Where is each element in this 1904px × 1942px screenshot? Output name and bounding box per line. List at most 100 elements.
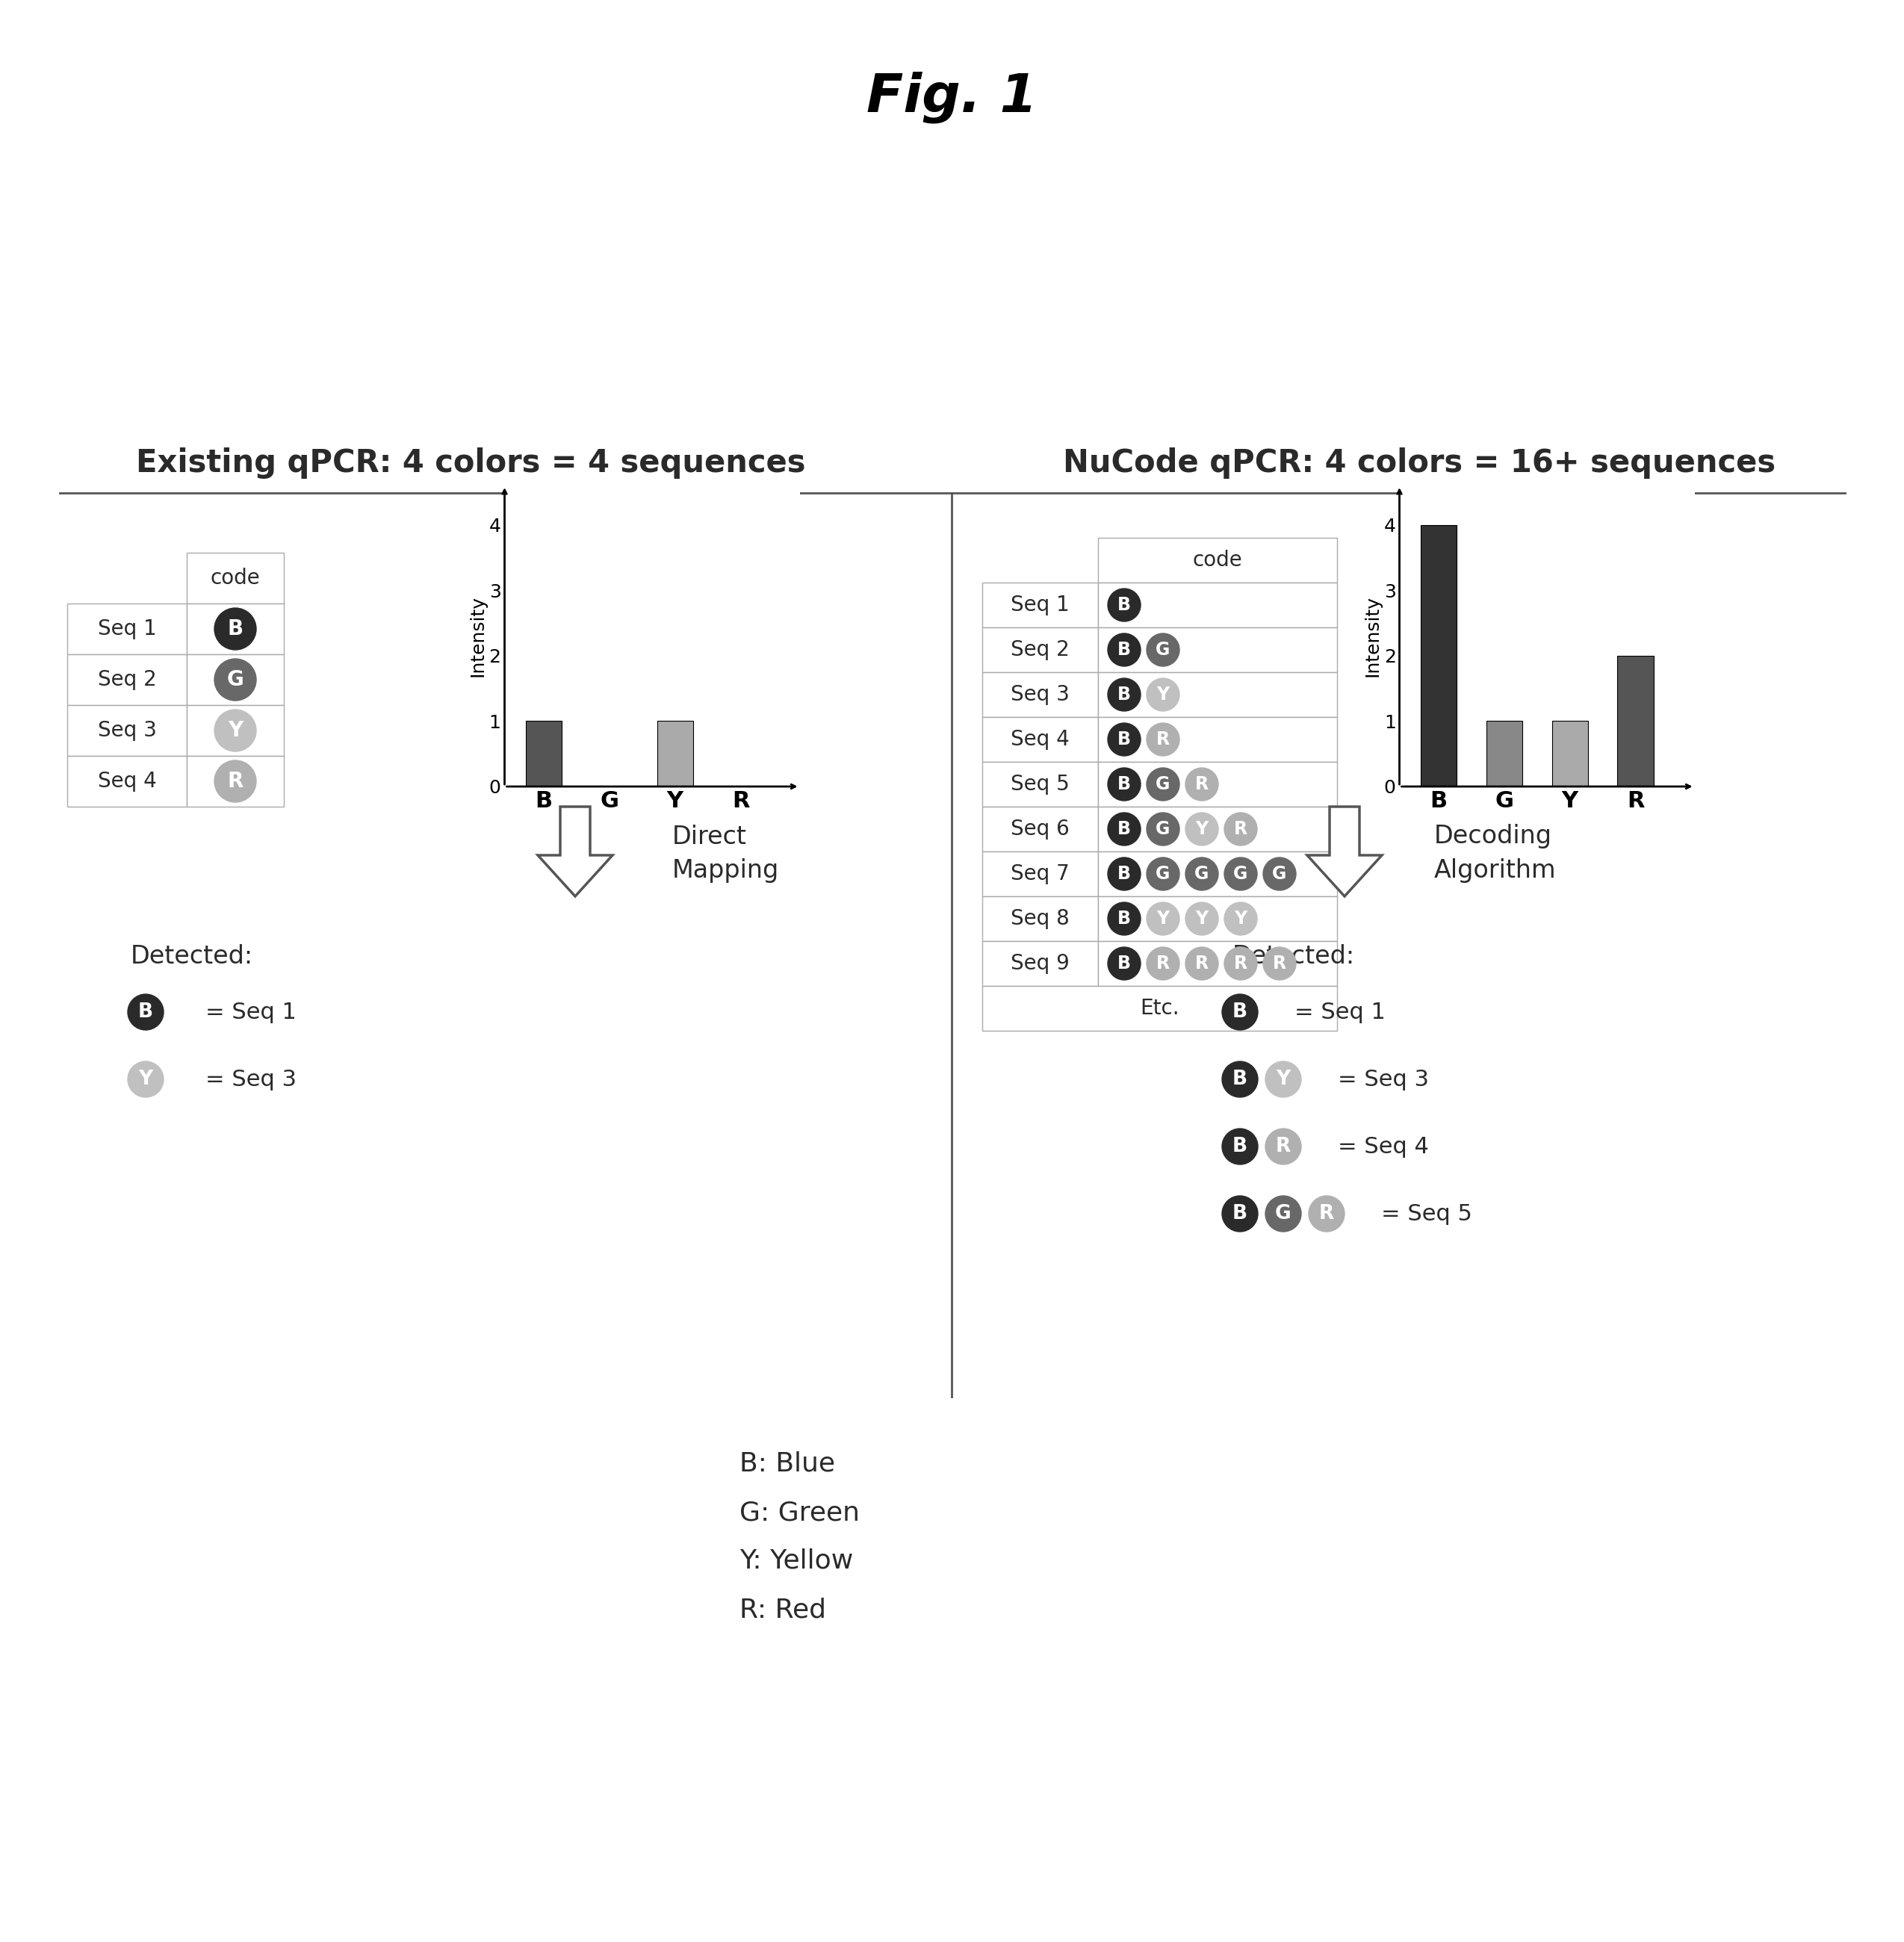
FancyBboxPatch shape — [187, 553, 284, 604]
Text: Decoding: Decoding — [1434, 823, 1552, 849]
FancyBboxPatch shape — [1099, 717, 1337, 761]
Circle shape — [1146, 767, 1179, 800]
Circle shape — [1266, 1128, 1300, 1165]
Circle shape — [215, 761, 257, 802]
Text: R: R — [1272, 955, 1287, 973]
Text: R: R — [1234, 820, 1247, 839]
Bar — [1420, 524, 1457, 787]
Circle shape — [1222, 1062, 1259, 1097]
Bar — [1618, 656, 1653, 787]
Text: R: R — [1156, 955, 1169, 973]
Text: G: G — [1234, 864, 1247, 884]
Text: B: B — [139, 1002, 152, 1021]
Circle shape — [1222, 994, 1259, 1029]
Circle shape — [1308, 1196, 1344, 1231]
Text: Seq 9: Seq 9 — [1011, 954, 1070, 975]
Circle shape — [1224, 812, 1257, 845]
Text: Seq 1: Seq 1 — [1011, 594, 1070, 616]
Text: NuCode qPCR: 4 colors = 16+ sequences: NuCode qPCR: 4 colors = 16+ sequences — [1062, 447, 1776, 480]
Text: Seq 3: Seq 3 — [97, 720, 156, 742]
Circle shape — [1108, 633, 1140, 666]
Text: = Seq 1: = Seq 1 — [1295, 1002, 1386, 1023]
Circle shape — [1108, 722, 1140, 755]
Bar — [1552, 720, 1588, 787]
Text: Y: Yellow: Y: Yellow — [739, 1548, 853, 1573]
Text: R: R — [1156, 730, 1169, 748]
Circle shape — [1146, 903, 1179, 936]
Text: Seq 3: Seq 3 — [1011, 684, 1070, 705]
Circle shape — [1108, 858, 1140, 889]
Circle shape — [1108, 678, 1140, 711]
Circle shape — [1224, 903, 1257, 936]
Text: B: B — [1118, 775, 1131, 792]
Circle shape — [1224, 858, 1257, 889]
Text: Y: Y — [1196, 820, 1209, 839]
Text: Direct: Direct — [672, 823, 746, 849]
FancyBboxPatch shape — [1099, 672, 1337, 717]
Text: Etc.: Etc. — [1140, 998, 1179, 1020]
FancyBboxPatch shape — [982, 627, 1099, 672]
Circle shape — [1186, 812, 1219, 845]
Circle shape — [1146, 812, 1179, 845]
Text: G: Green: G: Green — [739, 1499, 861, 1524]
Bar — [526, 720, 562, 787]
Text: Y: Y — [139, 1070, 152, 1089]
FancyBboxPatch shape — [187, 604, 284, 654]
Text: G: G — [1156, 775, 1171, 792]
Text: = Seq 4: = Seq 4 — [1339, 1136, 1428, 1157]
Text: G: G — [1272, 864, 1287, 884]
Circle shape — [1108, 948, 1140, 981]
Text: B: B — [1232, 1204, 1247, 1223]
Y-axis label: Intensity: Intensity — [468, 596, 487, 676]
Circle shape — [1146, 678, 1179, 711]
Text: R: R — [1276, 1136, 1291, 1155]
Circle shape — [1146, 722, 1179, 755]
Text: B: B — [1118, 596, 1131, 614]
FancyBboxPatch shape — [982, 672, 1099, 717]
Circle shape — [1262, 858, 1297, 889]
Text: Detected:: Detected: — [1232, 944, 1356, 969]
Text: G: G — [1194, 864, 1209, 884]
Text: R: R — [1196, 955, 1209, 973]
Circle shape — [215, 658, 257, 701]
FancyBboxPatch shape — [982, 806, 1099, 851]
Circle shape — [1186, 903, 1219, 936]
Circle shape — [215, 709, 257, 752]
Circle shape — [1146, 633, 1179, 666]
Text: Seq 5: Seq 5 — [1011, 773, 1070, 794]
Text: Seq 2: Seq 2 — [1011, 639, 1070, 660]
Text: code: code — [209, 567, 261, 588]
Circle shape — [1108, 588, 1140, 621]
Circle shape — [1224, 948, 1257, 981]
FancyBboxPatch shape — [187, 705, 284, 755]
Text: Seq 4: Seq 4 — [1011, 728, 1070, 750]
Text: B: B — [227, 618, 244, 639]
Circle shape — [1186, 767, 1219, 800]
FancyBboxPatch shape — [982, 897, 1099, 942]
Text: B: B — [1118, 686, 1131, 703]
Text: G: G — [227, 670, 244, 689]
Circle shape — [1186, 858, 1219, 889]
Text: B: B — [1232, 1136, 1247, 1155]
FancyBboxPatch shape — [982, 717, 1099, 761]
Text: G: G — [1156, 820, 1171, 839]
FancyBboxPatch shape — [1099, 942, 1337, 987]
Text: = Seq 5: = Seq 5 — [1380, 1202, 1472, 1225]
Text: R: Red: R: Red — [739, 1596, 826, 1622]
Text: B: B — [1118, 730, 1131, 748]
Circle shape — [1266, 1196, 1300, 1231]
Circle shape — [1222, 1128, 1259, 1165]
Circle shape — [1108, 903, 1140, 936]
Text: R: R — [1196, 775, 1209, 792]
Circle shape — [215, 608, 257, 651]
Text: Seq 8: Seq 8 — [1011, 909, 1070, 928]
Text: R: R — [1234, 955, 1247, 973]
FancyBboxPatch shape — [982, 851, 1099, 897]
Text: Y: Y — [1196, 909, 1209, 928]
Text: Fig. 1: Fig. 1 — [866, 72, 1038, 122]
Text: code: code — [1192, 550, 1243, 571]
FancyBboxPatch shape — [1099, 761, 1337, 806]
FancyBboxPatch shape — [982, 761, 1099, 806]
Text: R: R — [1319, 1204, 1335, 1223]
Text: = Seq 3: = Seq 3 — [1339, 1068, 1428, 1089]
